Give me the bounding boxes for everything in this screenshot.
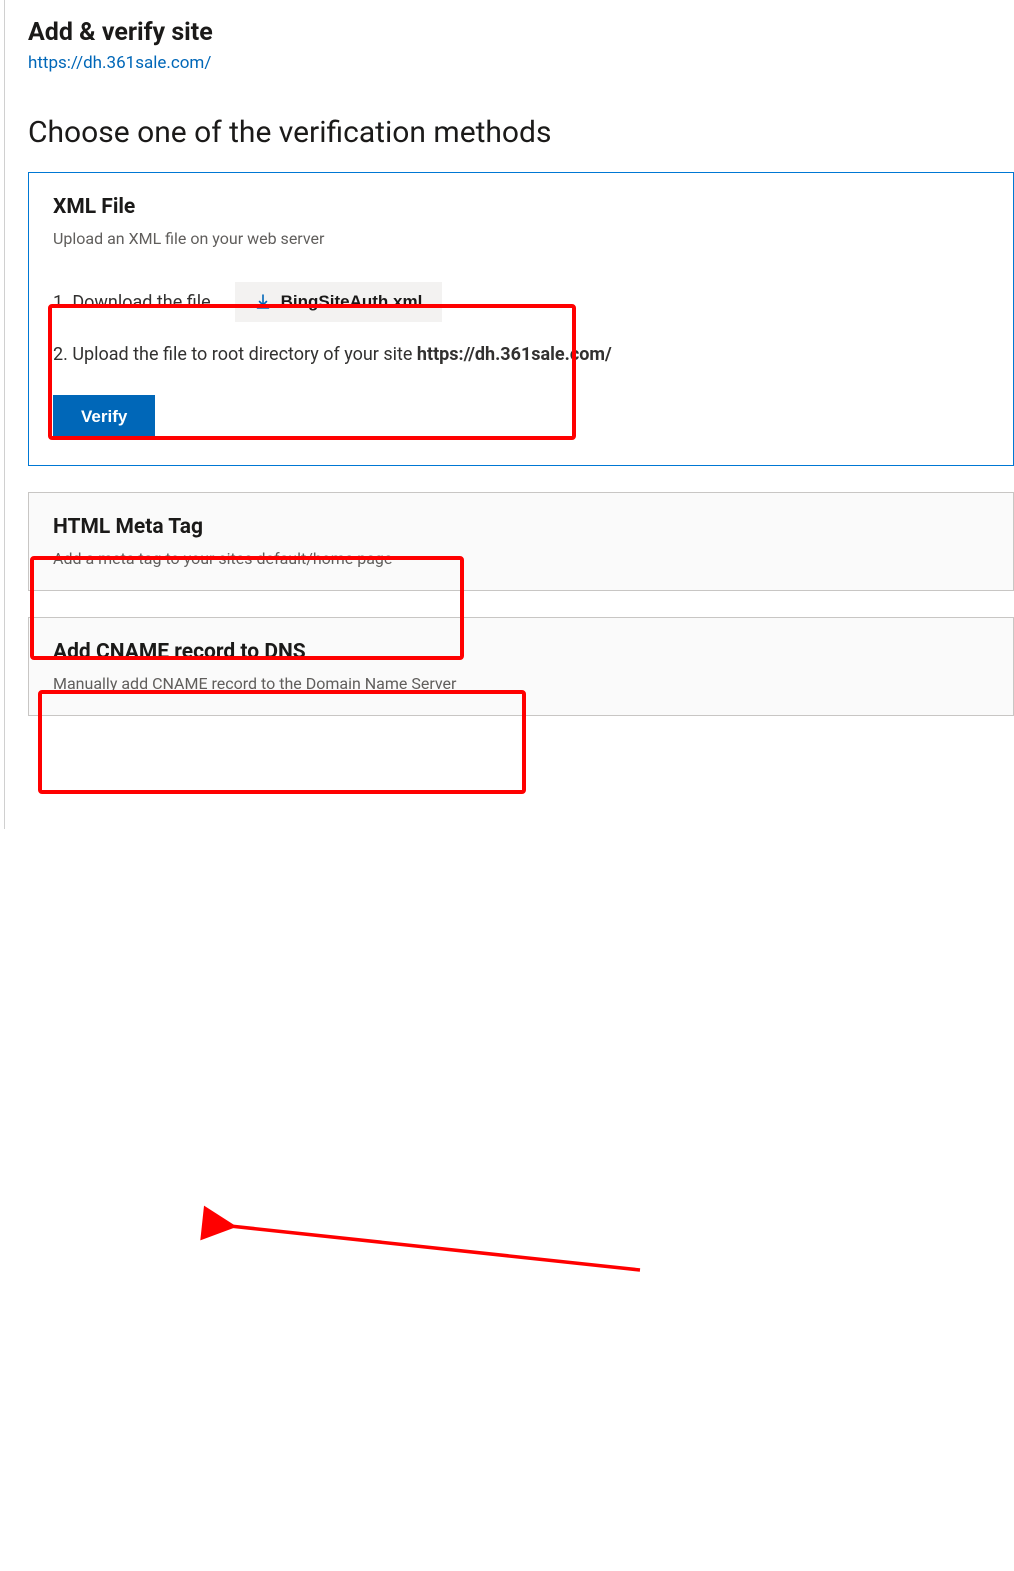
left-divider	[4, 0, 5, 829]
download-xml-label: BingSiteAuth.xml	[281, 292, 423, 312]
step-2-text: 2. Upload the file to root directory of …	[53, 344, 417, 365]
step-1-text: 1. Download the file	[53, 292, 211, 313]
download-icon	[255, 294, 271, 310]
method-subtitle-xml: Upload an XML file on your web server	[53, 229, 989, 248]
method-title-xml: XML File	[53, 195, 989, 219]
method-title-cname: Add CNAME record to DNS	[53, 640, 989, 664]
method-subtitle-meta: Add a meta tag to your sites default/hom…	[53, 549, 989, 568]
method-title-meta: HTML Meta Tag	[53, 515, 989, 539]
step-2: 2. Upload the file to root directory of …	[53, 344, 989, 365]
page-root: Add & verify site https://dh.361sale.com…	[0, 0, 1014, 716]
verify-button[interactable]: Verify	[53, 395, 155, 439]
download-xml-button[interactable]: BingSiteAuth.xml	[235, 282, 443, 322]
page-title: Add & verify site	[28, 18, 1014, 47]
method-card-meta[interactable]: HTML Meta Tag Add a meta tag to your sit…	[28, 492, 1014, 591]
method-card-xml: XML File Upload an XML file on your web …	[28, 172, 1014, 466]
method-subtitle-cname: Manually add CNAME record to the Domain …	[53, 674, 989, 693]
method-card-cname[interactable]: Add CNAME record to DNS Manually add CNA…	[28, 617, 1014, 716]
section-heading: Choose one of the verification methods	[28, 115, 1014, 150]
step-2-url: https://dh.361sale.com/	[417, 344, 612, 365]
step-1: 1. Download the file BingSiteAuth.xml	[53, 282, 989, 322]
annotation-arrow	[0, 742, 1014, 1571]
site-url-link[interactable]: https://dh.361sale.com/	[28, 53, 211, 73]
